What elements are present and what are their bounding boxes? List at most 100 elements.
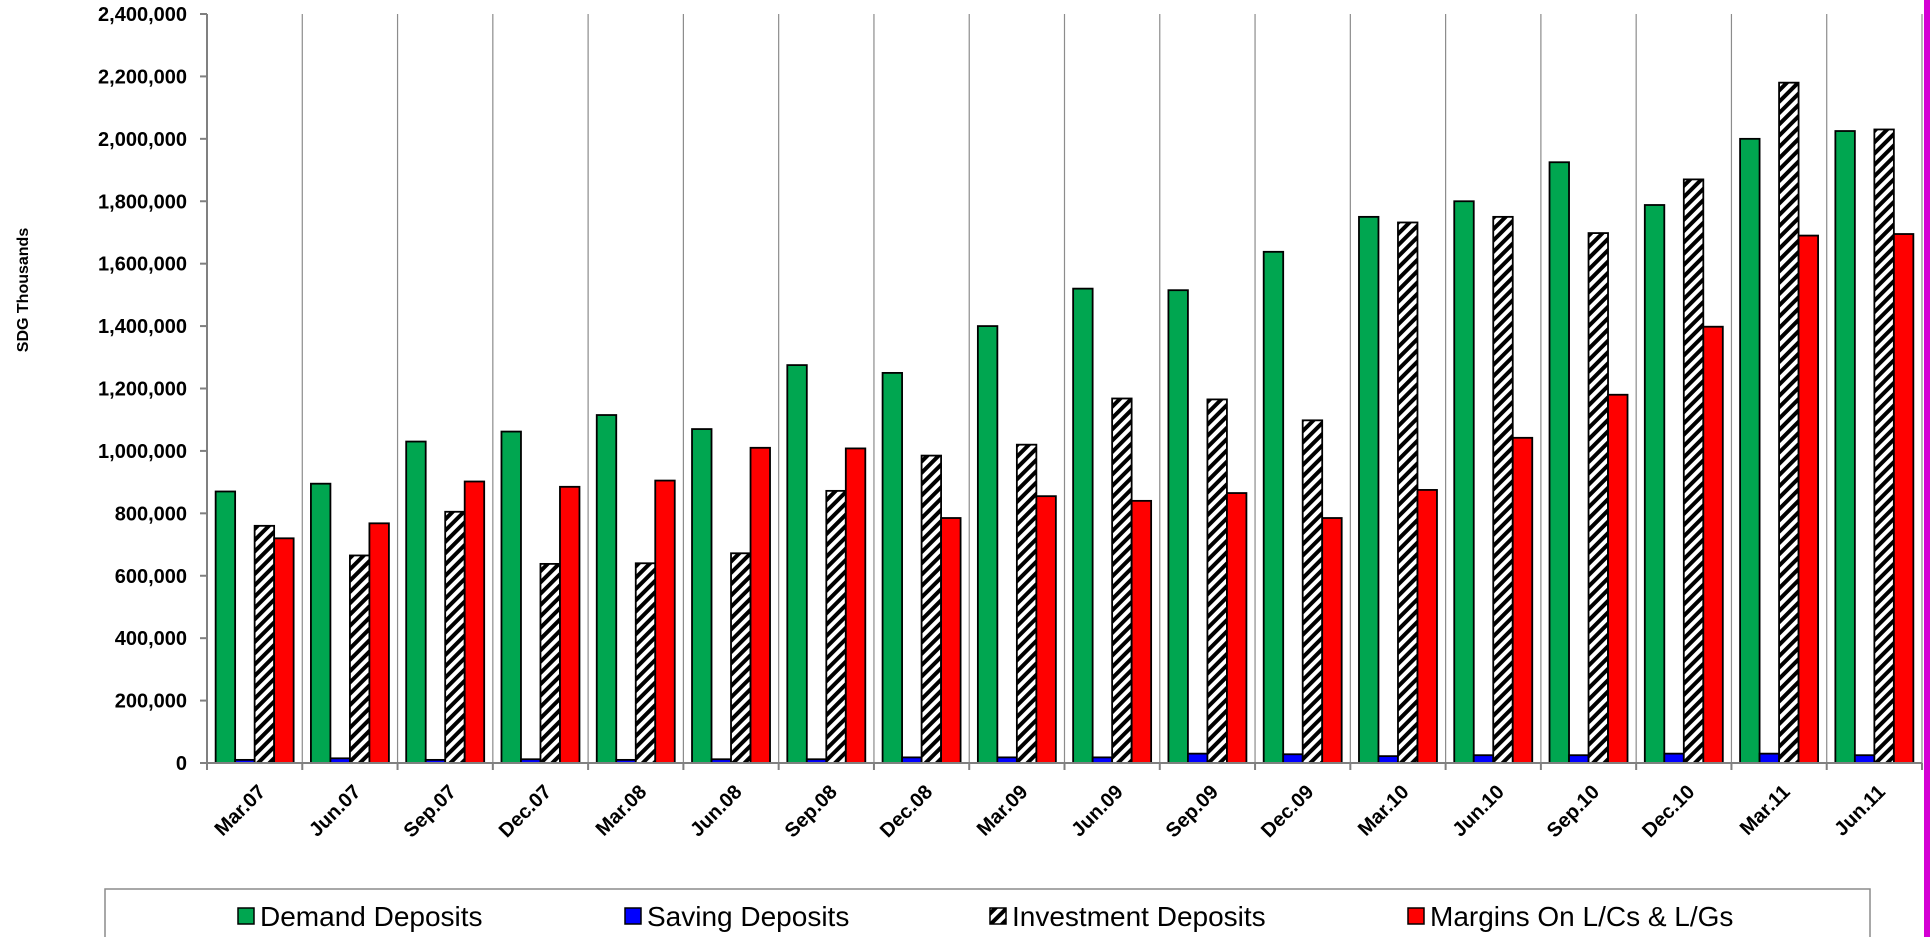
legend-swatch xyxy=(989,907,1007,925)
bar-demand-deposits-jun-07 xyxy=(310,482,332,764)
y-tick-label: 1,200,000 xyxy=(98,379,187,401)
bar-investment-deposits-mar-09 xyxy=(1015,443,1038,764)
x-tick-label: Mar.08 xyxy=(592,781,652,841)
x-tick-label: Mar.07 xyxy=(211,781,271,841)
bar-demand-deposits-mar-07 xyxy=(214,490,237,764)
x-tick-label: Jun.11 xyxy=(1830,781,1890,841)
bar-investment-deposits-mar-08 xyxy=(634,562,657,764)
y-tick-label: 600,000 xyxy=(115,566,187,588)
bar-demand-deposits-sep-07 xyxy=(405,440,427,764)
bar-saving-deposits-sep-09 xyxy=(1187,752,1209,764)
bar-investment-deposits-jun-09 xyxy=(1111,397,1133,764)
legend-box xyxy=(104,888,1871,942)
grid-lines xyxy=(301,14,1923,763)
bar-margins-on-l-cs-l-gs-sep-07 xyxy=(463,480,486,764)
bar-demand-deposits-dec-08 xyxy=(881,371,903,764)
x-tick-label: Jun.09 xyxy=(1067,781,1127,841)
legend-label: Saving Deposits xyxy=(647,901,849,932)
bar-saving-deposits-mar-11 xyxy=(1758,752,1780,764)
bar-investment-deposits-dec-09 xyxy=(1301,419,1324,764)
y-tick-label: 200,000 xyxy=(115,691,187,713)
y-tick-label: 2,000,000 xyxy=(98,129,187,151)
legend-label: Investment Deposits xyxy=(1012,901,1266,932)
bar-investment-deposits-sep-08 xyxy=(825,489,847,764)
bar-demand-deposits-jun-08 xyxy=(691,428,713,764)
legend: Demand Deposits Saving Deposits Investment… xyxy=(104,888,1871,942)
bar-saving-deposits-mar-10 xyxy=(1377,755,1399,764)
bar-margins-on-l-cs-l-gs-mar-10 xyxy=(1416,489,1438,764)
legend-swatch xyxy=(1407,907,1425,925)
bar-margins-on-l-cs-l-gs-jun-10 xyxy=(1511,436,1534,764)
x-tick-label: Mar.10 xyxy=(1354,781,1414,841)
bar-margins-on-l-cs-l-gs-sep-09 xyxy=(1226,492,1248,764)
bar-demand-deposits-mar-09 xyxy=(976,325,999,764)
bar-demand-deposits-jun-11 xyxy=(1834,130,1856,764)
bar-demand-deposits-jun-09 xyxy=(1072,287,1094,764)
y-tick-label: 1,800,000 xyxy=(98,191,187,213)
x-tick-label: Mar.09 xyxy=(973,781,1033,841)
bar-investment-deposits-dec-07 xyxy=(539,562,561,764)
bar-demand-deposits-jun-10 xyxy=(1453,200,1475,764)
x-tick-label: Jun.07 xyxy=(305,781,365,841)
x-tick-label: Sep.10 xyxy=(1543,781,1604,842)
bar-margins-on-l-cs-l-gs-dec-07 xyxy=(559,485,581,764)
x-tick-label: Dec.10 xyxy=(1638,781,1699,842)
bar-margins-on-l-cs-l-gs-mar-09 xyxy=(1035,495,1057,764)
legend-swatch xyxy=(237,907,255,925)
bar-saving-deposits-dec-10 xyxy=(1663,752,1685,764)
bar-investment-deposits-jun-10 xyxy=(1492,215,1514,764)
bar-investment-deposits-sep-09 xyxy=(1206,398,1228,764)
x-tick-label: Sep.07 xyxy=(400,781,461,842)
bar-margins-on-l-cs-l-gs-jun-08 xyxy=(749,446,771,764)
bar-demand-deposits-mar-10 xyxy=(1358,215,1380,764)
x-tick-label: Dec.08 xyxy=(876,781,937,842)
y-tick-label: 800,000 xyxy=(115,503,187,525)
x-tick-label: Dec.07 xyxy=(495,781,556,842)
x-tick-label: Dec.09 xyxy=(1257,781,1318,842)
frame-edge xyxy=(1924,0,1930,937)
y-tick-label: 2,400,000 xyxy=(98,4,187,26)
legend-label: Demand Deposits xyxy=(260,901,483,932)
bar-margins-on-l-cs-l-gs-sep-08 xyxy=(844,447,867,764)
bar-margins-on-l-cs-l-gs-jun-11 xyxy=(1892,233,1915,764)
bar-margins-on-l-cs-l-gs-dec-09 xyxy=(1321,517,1343,764)
bar-investment-deposits-jun-08 xyxy=(730,552,752,764)
bar-demand-deposits-mar-11 xyxy=(1739,137,1761,764)
axes xyxy=(200,13,1923,770)
bar-investment-deposits-jun-11 xyxy=(1873,128,1895,764)
y-tick-label: 1,000,000 xyxy=(98,441,187,463)
bar-demand-deposits-sep-10 xyxy=(1548,161,1570,764)
y-tick-label: 2,200,000 xyxy=(98,66,187,88)
bar-margins-on-l-cs-l-gs-mar-07 xyxy=(273,537,295,764)
bar-investment-deposits-mar-07 xyxy=(253,524,276,764)
x-tick-labels: Mar.07 Jun.07 Sep.07 Dec.07 Mar.08 Jun.08 Sep.… xyxy=(211,781,1890,842)
bar-demand-deposits-dec-09 xyxy=(1262,250,1285,764)
bar-saving-deposits-sep-10 xyxy=(1568,754,1590,764)
bar-margins-on-l-cs-l-gs-dec-08 xyxy=(940,517,962,764)
y-tick-label: 400,000 xyxy=(115,628,187,650)
bar-demand-deposits-sep-09 xyxy=(1167,289,1189,764)
x-tick-label: Jun.10 xyxy=(1448,781,1508,841)
bar-investment-deposits-jun-07 xyxy=(349,554,371,764)
legend-swatch xyxy=(624,907,642,925)
bar-investment-deposits-mar-10 xyxy=(1397,221,1419,764)
y-tick-label: 1,400,000 xyxy=(98,316,187,338)
y-tick-label: 1,600,000 xyxy=(98,254,187,276)
x-tick-label: Jun.08 xyxy=(686,781,746,841)
y-tick-labels: 0 200,000 400,000 600,000 800,000 1,000,000 1,… xyxy=(98,4,187,775)
bar-margins-on-l-cs-l-gs-mar-08 xyxy=(654,479,676,764)
bar-investment-deposits-sep-07 xyxy=(444,510,466,764)
bar-investment-deposits-dec-08 xyxy=(920,454,942,764)
bar-demand-deposits-dec-07 xyxy=(500,430,522,764)
x-tick-label: Sep.08 xyxy=(781,781,842,842)
bar-margins-on-l-cs-l-gs-dec-10 xyxy=(1702,325,1724,764)
bar-investment-deposits-sep-10 xyxy=(1587,232,1609,764)
bar-investment-deposits-mar-11 xyxy=(1778,81,1800,764)
bar-investment-deposits-dec-10 xyxy=(1682,178,1705,764)
bar-margins-on-l-cs-l-gs-jun-09 xyxy=(1130,499,1153,764)
x-tick-label: Mar.11 xyxy=(1736,781,1795,840)
bar-margins-on-l-cs-l-gs-mar-11 xyxy=(1797,234,1819,764)
bar-saving-deposits-dec-09 xyxy=(1282,753,1304,764)
